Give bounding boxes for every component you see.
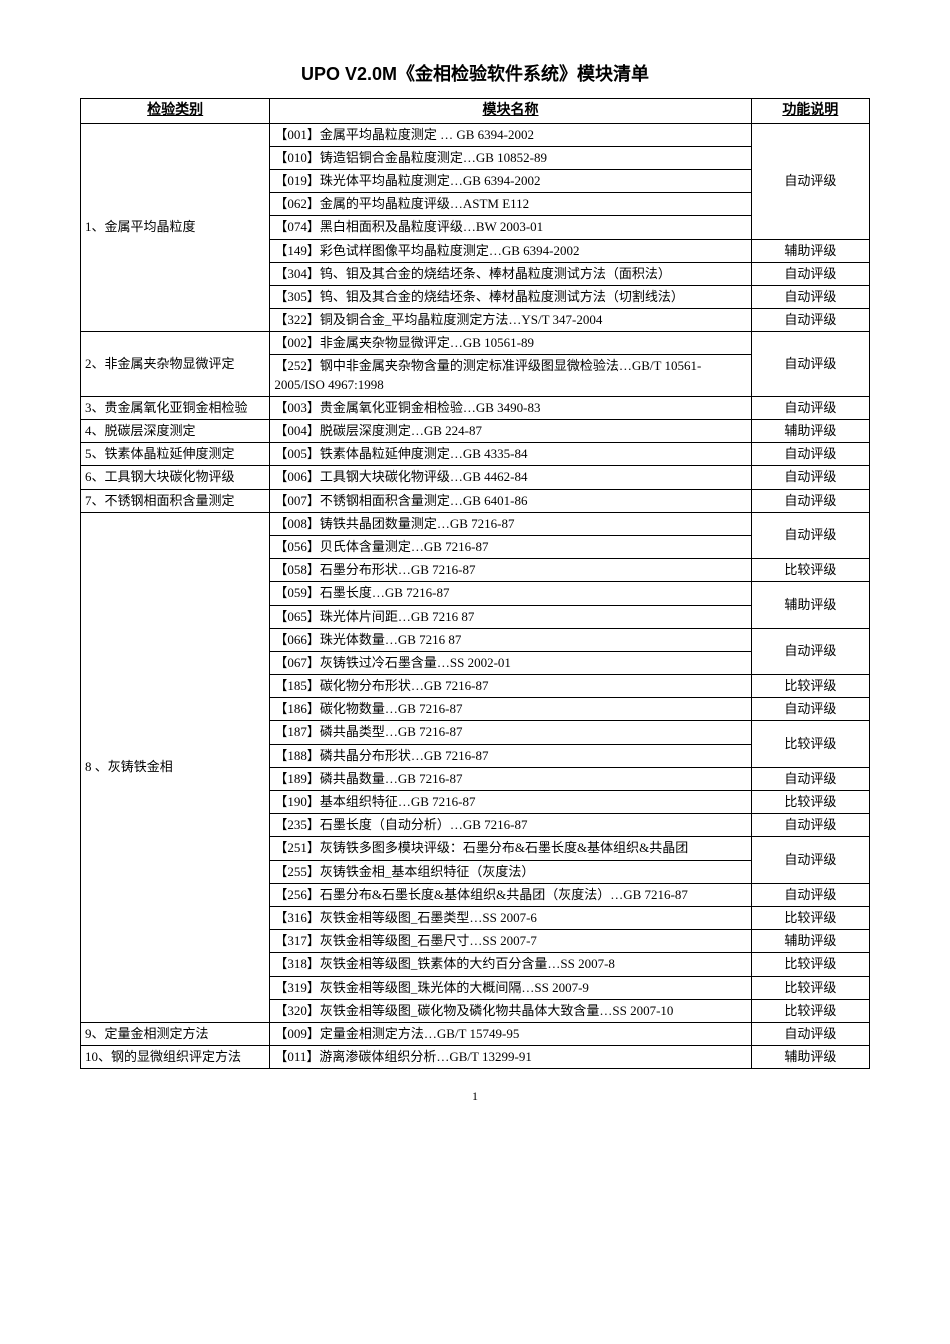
module-cell: 【305】钨、钼及其合金的烧结坯条、棒材晶粒度测试方法（切割线法） — [270, 285, 751, 308]
table-row: 8 、灰铸铁金相【008】铸铁共晶团数量测定…GB 7216-87自动评级 — [81, 512, 870, 535]
func-cell: 比较评级 — [751, 999, 869, 1022]
module-cell: 【001】金属平均晶粒度测定 … GB 6394-2002 — [270, 123, 751, 146]
func-cell: 自动评级 — [751, 123, 869, 239]
func-cell: 比较评级 — [751, 675, 869, 698]
func-cell: 比较评级 — [751, 953, 869, 976]
category-cell: 9、定量金相测定方法 — [81, 1022, 270, 1045]
category-cell: 7、不锈钢相面积含量测定 — [81, 489, 270, 512]
module-cell: 【189】磷共晶数量…GB 7216-87 — [270, 767, 751, 790]
module-cell: 【319】灰铁金相等级图_珠光体的大概间隔…SS 2007-9 — [270, 976, 751, 999]
module-cell: 【186】碳化物数量…GB 7216-87 — [270, 698, 751, 721]
category-cell: 5、铁素体晶粒延伸度测定 — [81, 443, 270, 466]
func-cell: 自动评级 — [751, 883, 869, 906]
table-row: 4、脱碳层深度测定【004】脱碳层深度测定…GB 224-87辅助评级 — [81, 420, 870, 443]
func-cell: 自动评级 — [751, 837, 869, 883]
func-cell: 比较评级 — [751, 721, 869, 767]
module-cell: 【066】珠光体数量…GB 7216 87 — [270, 628, 751, 651]
category-cell: 4、脱碳层深度测定 — [81, 420, 270, 443]
module-cell: 【320】灰铁金相等级图_碳化物及磷化物共晶体大致含量…SS 2007-10 — [270, 999, 751, 1022]
module-cell: 【007】不锈钢相面积含量测定…GB 6401-86 — [270, 489, 751, 512]
table-row: 9、定量金相测定方法【009】定量金相测定方法…GB/T 15749-95自动评… — [81, 1022, 870, 1045]
module-cell: 【317】灰铁金相等级图_石墨尺寸…SS 2007-7 — [270, 930, 751, 953]
module-cell: 【005】铁素体晶粒延伸度测定…GB 4335-84 — [270, 443, 751, 466]
module-cell: 【059】石墨长度…GB 7216-87 — [270, 582, 751, 605]
module-cell: 【316】灰铁金相等级图_石墨类型…SS 2007-6 — [270, 906, 751, 929]
category-cell: 1、金属平均晶粒度 — [81, 123, 270, 332]
table-row: 1、金属平均晶粒度【001】金属平均晶粒度测定 … GB 6394-2002自动… — [81, 123, 870, 146]
module-cell: 【256】石墨分布&石墨长度&基体组织&共晶团（灰度法）…GB 7216-87 — [270, 883, 751, 906]
func-cell: 自动评级 — [751, 309, 869, 332]
func-cell: 自动评级 — [751, 628, 869, 674]
func-cell: 辅助评级 — [751, 420, 869, 443]
func-cell: 辅助评级 — [751, 582, 869, 628]
module-cell: 【188】磷共晶分布形状…GB 7216-87 — [270, 744, 751, 767]
module-cell: 【065】珠光体片间距…GB 7216 87 — [270, 605, 751, 628]
header-category: 检验类别 — [81, 99, 270, 124]
module-cell: 【006】工具钢大块碳化物评级…GB 4462-84 — [270, 466, 751, 489]
func-cell: 自动评级 — [751, 698, 869, 721]
func-cell: 比较评级 — [751, 559, 869, 582]
module-cell: 【185】碳化物分布形状…GB 7216-87 — [270, 675, 751, 698]
page-title: UPO V2.0M《金相检验软件系统》模块清单 — [80, 60, 870, 86]
module-cell: 【058】石墨分布形状…GB 7216-87 — [270, 559, 751, 582]
module-cell: 【255】灰铸铁金相_基本组织特征（灰度法） — [270, 860, 751, 883]
func-cell: 自动评级 — [751, 489, 869, 512]
func-cell: 辅助评级 — [751, 1046, 869, 1069]
module-cell: 【318】灰铁金相等级图_铁素体的大约百分含量…SS 2007-8 — [270, 953, 751, 976]
module-cell: 【062】金属的平均晶粒度评级…ASTM E112 — [270, 193, 751, 216]
func-cell: 比较评级 — [751, 976, 869, 999]
category-cell: 8 、灰铸铁金相 — [81, 512, 270, 1022]
func-cell: 自动评级 — [751, 285, 869, 308]
func-cell: 比较评级 — [751, 791, 869, 814]
func-cell: 自动评级 — [751, 466, 869, 489]
module-cell: 【056】贝氏体含量测定…GB 7216-87 — [270, 535, 751, 558]
category-cell: 6、工具钢大块碳化物评级 — [81, 466, 270, 489]
page-number: 1 — [80, 1089, 870, 1104]
table-row: 10、钢的显微组织评定方法【011】游离渗碳体组织分析…GB/T 13299-9… — [81, 1046, 870, 1069]
table-header-row: 检验类别 模块名称 功能说明 — [81, 99, 870, 124]
func-cell: 自动评级 — [751, 396, 869, 419]
table-row: 3、贵金属氧化亚铜金相检验【003】贵金属氧化亚铜金相检验…GB 3490-83… — [81, 396, 870, 419]
category-cell: 3、贵金属氧化亚铜金相检验 — [81, 396, 270, 419]
module-cell: 【190】基本组织特征…GB 7216-87 — [270, 791, 751, 814]
func-cell: 自动评级 — [751, 262, 869, 285]
module-cell: 【304】钨、钼及其合金的烧结坯条、棒材晶粒度测试方法（面积法） — [270, 262, 751, 285]
module-cell: 【067】灰铸铁过冷石墨含量…SS 2002-01 — [270, 651, 751, 674]
module-cell: 【251】灰铸铁多图多模块评级：石墨分布&石墨长度&基体组织&共晶团 — [270, 837, 751, 860]
table-row: 2、非金属夹杂物显微评定【002】非金属夹杂物显微评定…GB 10561-89自… — [81, 332, 870, 355]
module-cell: 【322】铜及铜合金_平均晶粒度测定方法…YS/T 347-2004 — [270, 309, 751, 332]
func-cell: 辅助评级 — [751, 930, 869, 953]
func-cell: 自动评级 — [751, 767, 869, 790]
func-cell: 比较评级 — [751, 906, 869, 929]
module-cell: 【149】彩色试样图像平均晶粒度测定…GB 6394-2002 — [270, 239, 751, 262]
module-table: 检验类别 模块名称 功能说明 1、金属平均晶粒度【001】金属平均晶粒度测定 …… — [80, 98, 870, 1069]
module-cell: 【011】游离渗碳体组织分析…GB/T 13299-91 — [270, 1046, 751, 1069]
func-cell: 自动评级 — [751, 443, 869, 466]
header-module: 模块名称 — [270, 99, 751, 124]
category-cell: 2、非金属夹杂物显微评定 — [81, 332, 270, 397]
module-cell: 【187】磷共晶类型…GB 7216-87 — [270, 721, 751, 744]
module-cell: 【009】定量金相测定方法…GB/T 15749-95 — [270, 1022, 751, 1045]
func-cell: 自动评级 — [751, 512, 869, 558]
table-row: 5、铁素体晶粒延伸度测定【005】铁素体晶粒延伸度测定…GB 4335-84自动… — [81, 443, 870, 466]
module-cell: 【235】石墨长度（自动分析）…GB 7216-87 — [270, 814, 751, 837]
category-cell: 10、钢的显微组织评定方法 — [81, 1046, 270, 1069]
module-cell: 【008】铸铁共晶团数量测定…GB 7216-87 — [270, 512, 751, 535]
func-cell: 自动评级 — [751, 332, 869, 397]
module-cell: 【002】非金属夹杂物显微评定…GB 10561-89 — [270, 332, 751, 355]
module-cell: 【004】脱碳层深度测定…GB 224-87 — [270, 420, 751, 443]
header-func: 功能说明 — [751, 99, 869, 124]
module-cell: 【010】铸造铝铜合金晶粒度测定…GB 10852-89 — [270, 146, 751, 169]
module-cell: 【019】珠光体平均晶粒度测定…GB 6394-2002 — [270, 169, 751, 192]
func-cell: 自动评级 — [751, 1022, 869, 1045]
module-cell: 【074】黑白相面积及晶粒度评级…BW 2003-01 — [270, 216, 751, 239]
func-cell: 辅助评级 — [751, 239, 869, 262]
table-row: 7、不锈钢相面积含量测定【007】不锈钢相面积含量测定…GB 6401-86自动… — [81, 489, 870, 512]
module-cell: 【003】贵金属氧化亚铜金相检验…GB 3490-83 — [270, 396, 751, 419]
module-cell: 【252】钢中非金属夹杂物含量的测定标准评级图显微检验法…GB/T 10561-… — [270, 355, 751, 396]
func-cell: 自动评级 — [751, 814, 869, 837]
table-row: 6、工具钢大块碳化物评级【006】工具钢大块碳化物评级…GB 4462-84自动… — [81, 466, 870, 489]
